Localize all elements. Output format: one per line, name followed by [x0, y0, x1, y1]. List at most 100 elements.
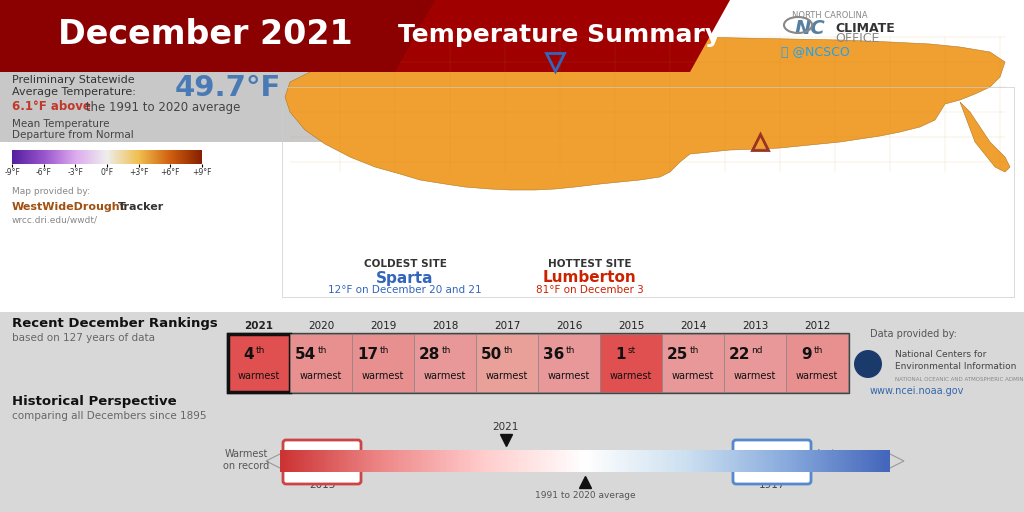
Polygon shape [0, 0, 435, 72]
Bar [786, 334, 848, 392]
Text: Preliminary Statewide: Preliminary Statewide [12, 75, 134, 85]
Text: National Centers for: National Centers for [895, 350, 986, 359]
Text: COLDEST SITE: COLDEST SITE [364, 259, 446, 269]
Text: CLIMATE: CLIMATE [835, 22, 895, 34]
Text: 22: 22 [728, 347, 750, 362]
Text: warmest: warmest [300, 371, 342, 381]
Text: NORTH CAROLINA: NORTH CAROLINA [793, 11, 867, 19]
Text: 54: 54 [295, 347, 316, 362]
Text: th: th [255, 346, 264, 355]
Text: 🐦 @NCSCO: 🐦 @NCSCO [780, 46, 849, 58]
Text: 25: 25 [667, 347, 688, 362]
Text: warmest: warmest [238, 371, 281, 381]
Bar [227, 333, 849, 393]
FancyBboxPatch shape [733, 440, 811, 484]
Circle shape [854, 350, 882, 378]
Bar [282, 87, 1014, 297]
Bar [476, 334, 538, 392]
Bar [228, 334, 290, 392]
Text: www.ncei.noaa.gov: www.ncei.noaa.gov [870, 386, 965, 396]
Bar [662, 334, 724, 392]
Text: 6.1°F above: 6.1°F above [12, 100, 91, 114]
Text: nd: nd [752, 346, 763, 355]
Text: th: th [565, 346, 574, 355]
Text: warmest: warmest [548, 371, 590, 381]
Text: Warmest
on record: Warmest on record [223, 449, 269, 471]
Text: warmest: warmest [796, 371, 839, 381]
Text: 2012: 2012 [804, 321, 830, 331]
Text: 9: 9 [802, 347, 812, 362]
Text: based on 127 years of data: based on 127 years of data [12, 333, 155, 343]
Text: 2016: 2016 [556, 321, 583, 331]
Text: NC: NC [795, 18, 825, 37]
Bar [600, 334, 662, 392]
Text: Environmental Information: Environmental Information [895, 362, 1017, 371]
Text: 17: 17 [357, 347, 378, 362]
Text: 2014: 2014 [680, 321, 707, 331]
Text: th: th [317, 346, 327, 355]
Polygon shape [355, 0, 730, 72]
FancyBboxPatch shape [283, 440, 361, 484]
Polygon shape [961, 102, 1010, 172]
Text: 28: 28 [419, 347, 440, 362]
Text: warmest: warmest [610, 371, 652, 381]
Text: 2015: 2015 [309, 480, 335, 490]
Text: Recent December Rankings: Recent December Rankings [12, 317, 218, 330]
Text: 54.7°F: 54.7°F [292, 453, 352, 471]
Bar [280, 72, 1024, 142]
Text: 31.8°F: 31.8°F [741, 453, 803, 471]
Text: 2021: 2021 [245, 321, 273, 331]
Bar [0, 0, 1024, 312]
Text: Data provided by:: Data provided by: [870, 329, 956, 339]
Text: December 2021: December 2021 [57, 17, 352, 51]
Text: warmest: warmest [361, 371, 404, 381]
Text: 12°F on December 20 and 21: 12°F on December 20 and 21 [328, 285, 482, 295]
Text: 50: 50 [481, 347, 502, 362]
Text: Sparta: Sparta [376, 270, 434, 286]
Text: Tracker: Tracker [118, 202, 164, 212]
Text: warmest: warmest [672, 371, 714, 381]
Text: Historical Perspective: Historical Perspective [12, 395, 176, 408]
Text: HOTTEST SITE: HOTTEST SITE [548, 259, 632, 269]
Text: WestWideDrought: WestWideDrought [12, 202, 126, 212]
Text: th: th [379, 346, 389, 355]
Text: Coolest
on record: Coolest on record [795, 449, 841, 471]
Text: th: th [503, 346, 513, 355]
Text: 2019: 2019 [370, 321, 396, 331]
Bar [0, 72, 280, 312]
Text: th: th [441, 346, 451, 355]
Text: th: th [689, 346, 698, 355]
Text: 1: 1 [615, 347, 626, 362]
Text: 1917: 1917 [759, 480, 785, 490]
Text: 81°F on December 3: 81°F on December 3 [537, 285, 644, 295]
Text: comparing all Decembers since 1895: comparing all Decembers since 1895 [12, 411, 207, 421]
Text: 2013: 2013 [741, 321, 768, 331]
Bar [538, 334, 599, 392]
Polygon shape [285, 35, 1005, 190]
Bar [282, 87, 1014, 297]
Text: warmest: warmest [485, 371, 528, 381]
Text: 4: 4 [244, 347, 254, 362]
Text: st: st [628, 346, 636, 355]
Text: Map provided by:: Map provided by: [12, 187, 90, 197]
Text: 2017: 2017 [494, 321, 520, 331]
Text: 1991 to 2020 average: 1991 to 2020 average [535, 490, 635, 500]
Bar [414, 334, 475, 392]
Bar [290, 334, 351, 392]
Bar [352, 334, 414, 392]
Text: wrcc.dri.edu/wwdt/: wrcc.dri.edu/wwdt/ [12, 216, 98, 224]
Text: warmest: warmest [734, 371, 776, 381]
Text: the 1991 to 2020 average: the 1991 to 2020 average [82, 100, 241, 114]
Text: 2020: 2020 [308, 321, 334, 331]
Polygon shape [0, 72, 395, 142]
Text: Departure from Normal: Departure from Normal [12, 130, 134, 140]
Bar [724, 334, 785, 392]
Text: Lumberton: Lumberton [543, 270, 637, 286]
Text: th: th [813, 346, 822, 355]
Text: NATIONAL OCEANIC AND ATMOSPHERIC ADMINISTRATION: NATIONAL OCEANIC AND ATMOSPHERIC ADMINIS… [895, 377, 1024, 382]
Text: 2015: 2015 [617, 321, 644, 331]
Text: 2018: 2018 [432, 321, 458, 331]
Text: warmest: warmest [424, 371, 466, 381]
Text: OFFICE: OFFICE [835, 32, 880, 46]
Text: Average Temperature:: Average Temperature: [12, 87, 136, 97]
